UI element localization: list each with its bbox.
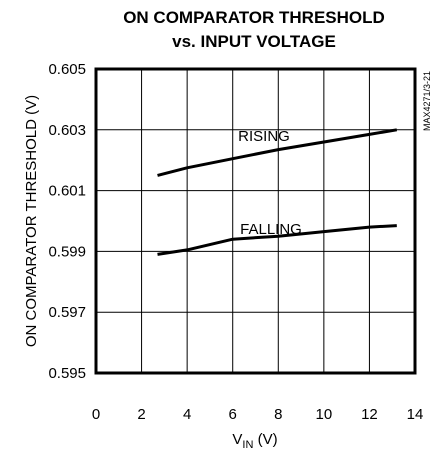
x-tick-label: 8: [274, 406, 282, 423]
series-lines: [157, 128, 398, 256]
chart-title-line-1: ON COMPARATOR THRESHOLD: [123, 8, 385, 27]
series-label-falling: FALLING: [240, 221, 302, 238]
x-tick-label: 14: [407, 406, 424, 423]
series-line-rising: [157, 128, 398, 177]
x-axis-label: VIN (V): [232, 431, 277, 451]
chart-title-line-2: vs. INPUT VOLTAGE: [172, 32, 336, 51]
x-tick-label: 4: [183, 406, 191, 423]
watermark: MAX4271/3-21: [422, 71, 432, 131]
y-tick-label: 0.597: [48, 304, 86, 321]
y-tick-label: 0.603: [48, 122, 86, 139]
x-tick-label: 12: [361, 406, 378, 423]
y-tick-label: 0.601: [48, 183, 86, 200]
y-tick-label: 0.599: [48, 243, 86, 260]
x-axis-label-sub: IN: [242, 439, 253, 451]
series-label-rising: RISING: [238, 128, 290, 145]
x-axis-label-unit: (V): [253, 431, 277, 448]
tick-labels: 0 2 4 6 8 10 12 14 0.595 0.597 0.599 0.601 0.603 0.60…: [48, 61, 423, 423]
grid: [96, 69, 415, 373]
x-axis-label-main: V: [232, 431, 242, 448]
y-tick-label: 0.605: [48, 61, 86, 78]
x-tick-label: 10: [316, 406, 333, 423]
series-line-falling: [157, 224, 397, 256]
y-tick-label: 0.595: [48, 365, 86, 382]
x-tick-label: 6: [229, 406, 237, 423]
x-tick-label: 2: [137, 406, 145, 423]
y-axis-label: ON COMPARATOR THRESHOLD (V): [23, 95, 40, 347]
x-tick-label: 0: [92, 406, 100, 423]
plot-frame: [94, 67, 417, 375]
